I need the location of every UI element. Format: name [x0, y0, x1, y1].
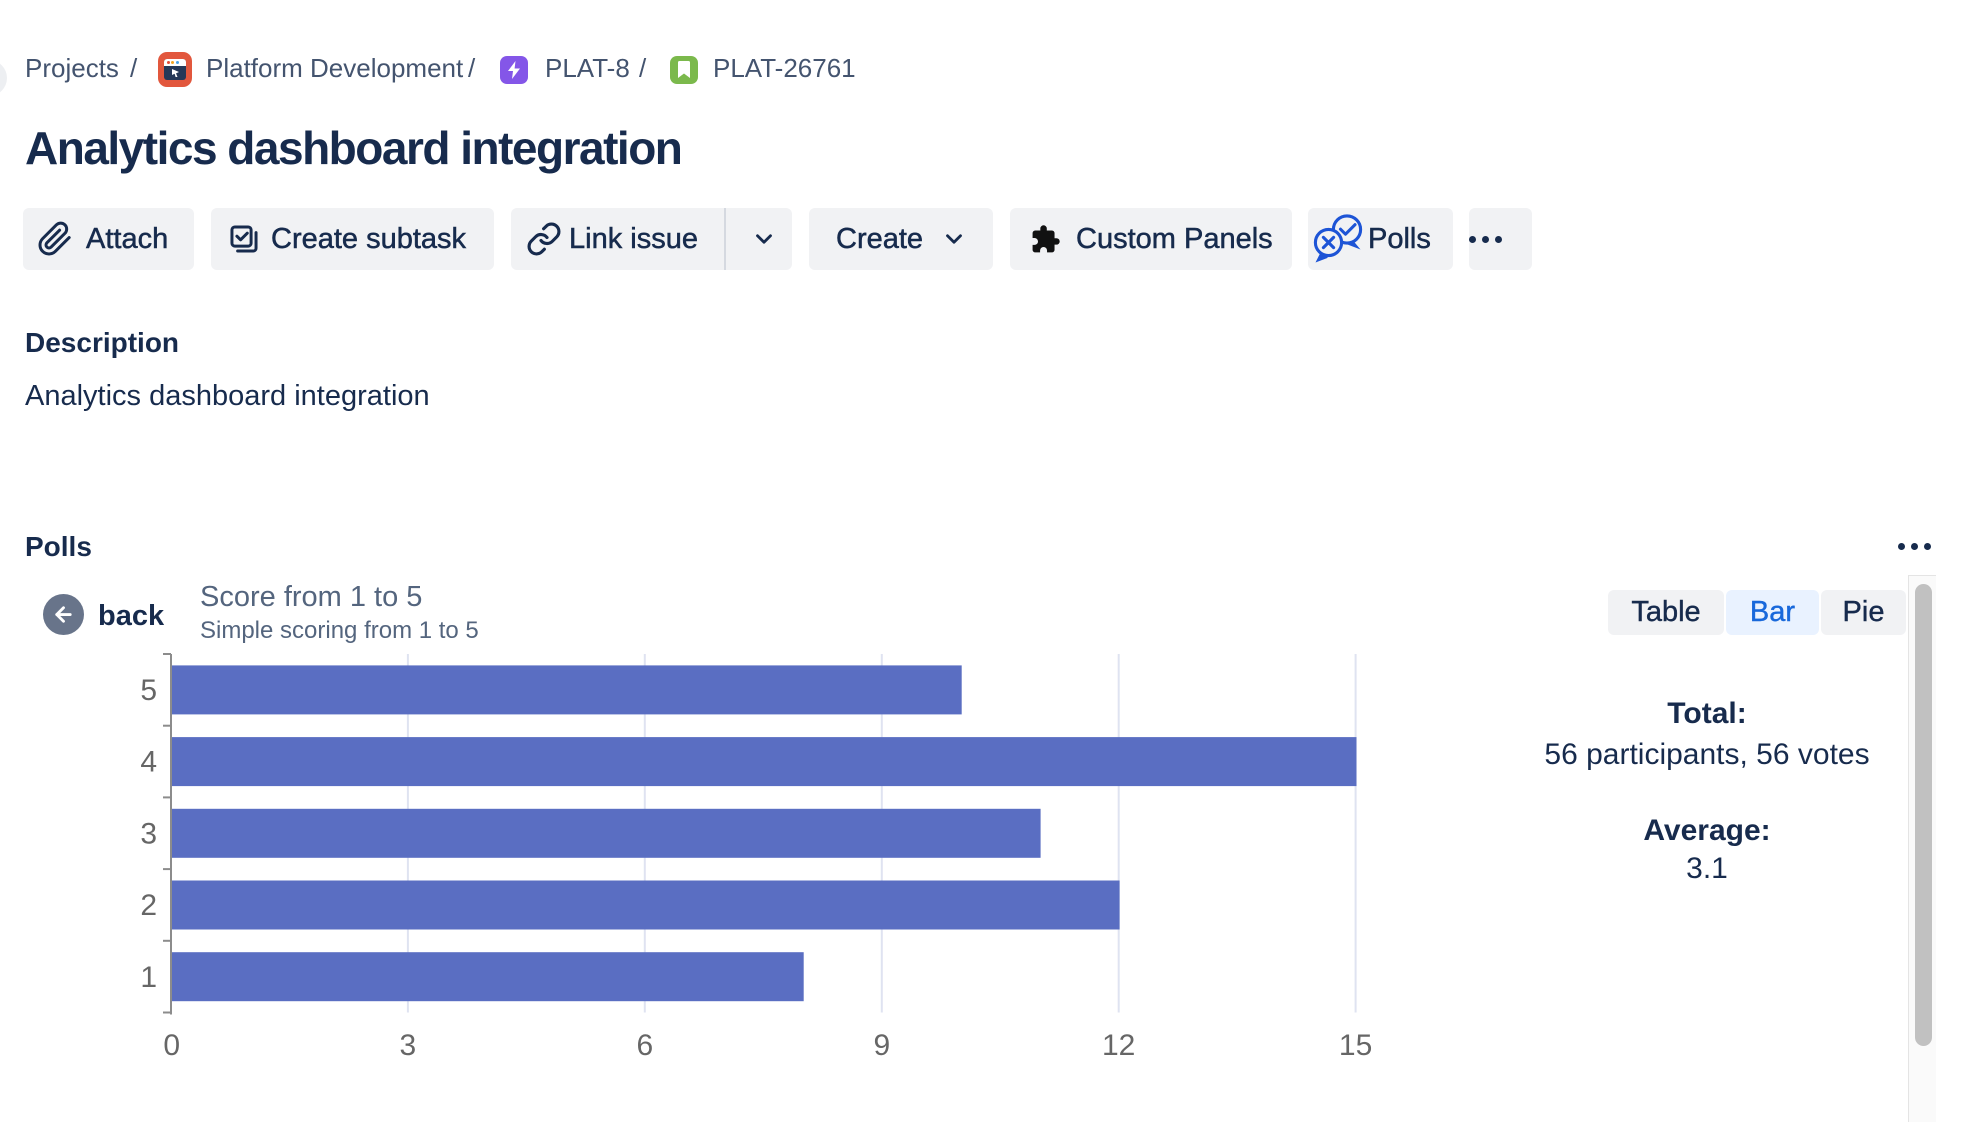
svg-text:4: 4 — [140, 746, 157, 779]
svg-text:15: 15 — [1339, 1029, 1372, 1062]
svg-text:6: 6 — [636, 1029, 653, 1062]
svg-text:12: 12 — [1102, 1029, 1135, 1062]
svg-text:9: 9 — [873, 1029, 890, 1062]
svg-text:2: 2 — [140, 889, 157, 922]
svg-text:5: 5 — [140, 674, 157, 707]
svg-text:1: 1 — [140, 961, 157, 994]
svg-text:3: 3 — [400, 1029, 417, 1062]
svg-text:3: 3 — [140, 817, 157, 850]
svg-text:0: 0 — [163, 1029, 180, 1062]
